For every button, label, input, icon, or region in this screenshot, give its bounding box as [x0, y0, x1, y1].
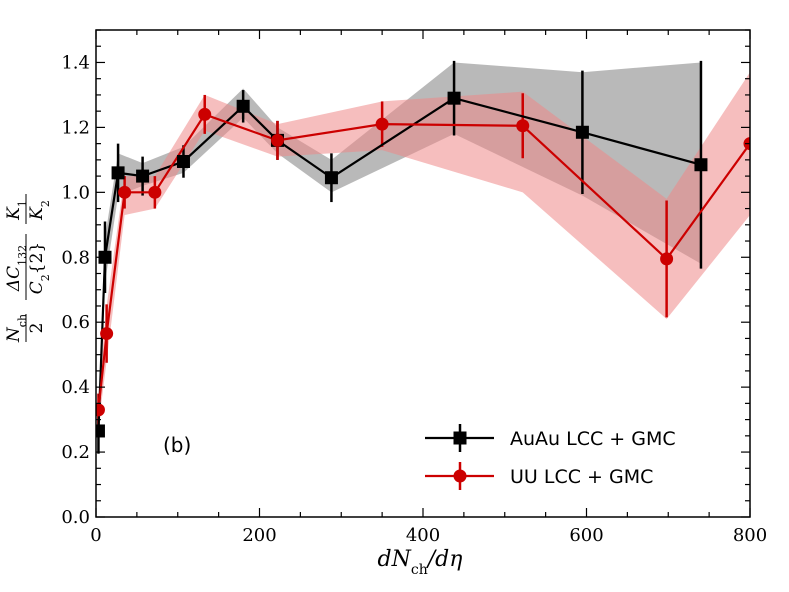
uu-point — [148, 185, 162, 199]
y-tick-label: 0.4 — [61, 377, 90, 398]
legend: AuAu LCC + GMC UU LCC + GMC — [425, 424, 676, 490]
y-tick-label: 0.2 — [61, 442, 90, 463]
x-axis-title: dNch/dη — [378, 547, 463, 578]
auau-point — [236, 99, 250, 113]
tick-labels: 0 200 400 600 800 0.0 0.2 0.4 0.6 0.8 1.0 1.2 1.4 — [61, 52, 767, 546]
svg-text:Nch: Nch — [4, 314, 29, 343]
svg-text:ΔC132: ΔC132 — [4, 245, 29, 292]
uncertainty-bands — [98, 62, 750, 449]
y-tick-label: 1.0 — [61, 182, 90, 203]
svg-text:K1: K1 — [4, 200, 29, 221]
uu-point — [100, 327, 114, 341]
auau-legend-marker — [453, 431, 467, 445]
y-axis-title: Nch 2 ΔC132 C2{2} K1 K2 — [4, 194, 52, 343]
svg-text:2: 2 — [27, 323, 47, 334]
uu-legend-marker — [453, 469, 467, 483]
y-tick-label: 0.6 — [61, 312, 90, 333]
uu-point — [375, 117, 389, 131]
auau-point — [447, 91, 461, 105]
auau-point — [694, 158, 708, 172]
y-tick-label: 1.4 — [61, 52, 90, 73]
uu-point — [96, 403, 105, 417]
svg-text:C2{2}: C2{2} — [27, 242, 52, 294]
y-tick-label: 0.0 — [61, 507, 90, 528]
uu-point — [198, 107, 212, 121]
axis-ticks — [95, 29, 751, 518]
x-tick-label: 200 — [242, 525, 276, 546]
uu-band — [98, 72, 750, 427]
x-tick-label: 400 — [406, 525, 440, 546]
series-markers — [96, 91, 750, 438]
uu-point — [270, 133, 284, 147]
uu-line — [97, 113, 750, 410]
uu-point — [516, 119, 530, 133]
uu-legend-label: UU LCC + GMC — [510, 466, 653, 488]
auau-point — [111, 166, 125, 180]
y-tick-label: 0.8 — [61, 247, 90, 268]
auau-point — [324, 171, 338, 185]
auau-legend-label: AuAu LCC + GMC — [510, 428, 676, 450]
x-tick-label: 800 — [733, 525, 767, 546]
y-tick-label: 1.2 — [61, 117, 90, 138]
uu-point — [118, 185, 132, 199]
auau-point — [96, 424, 105, 438]
uu-point — [660, 252, 674, 266]
x-tick-label: 600 — [569, 525, 603, 546]
x-tick-label: 0 — [90, 525, 101, 546]
svg-text:K2: K2 — [27, 200, 52, 221]
auau-point — [575, 125, 589, 139]
auau-point — [176, 154, 190, 168]
panel-label: (b) — [163, 433, 191, 457]
auau-point — [136, 169, 150, 183]
